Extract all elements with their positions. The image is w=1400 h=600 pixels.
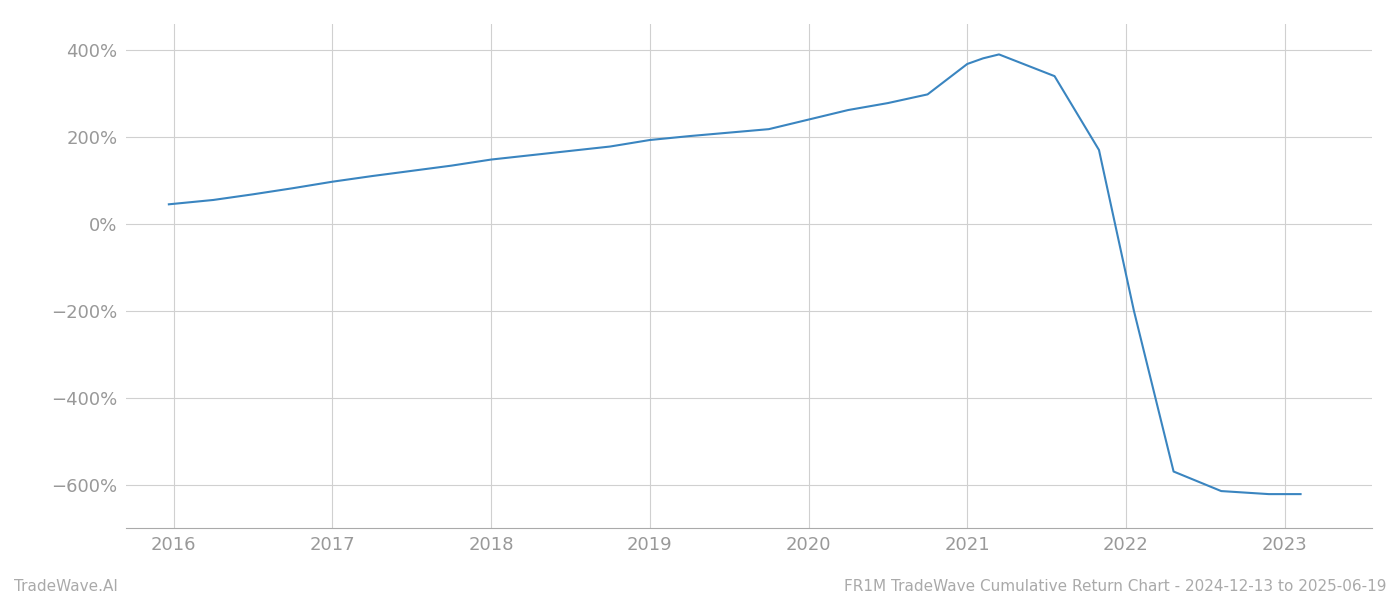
Text: FR1M TradeWave Cumulative Return Chart - 2024-12-13 to 2025-06-19: FR1M TradeWave Cumulative Return Chart -…: [843, 579, 1386, 594]
Text: TradeWave.AI: TradeWave.AI: [14, 579, 118, 594]
